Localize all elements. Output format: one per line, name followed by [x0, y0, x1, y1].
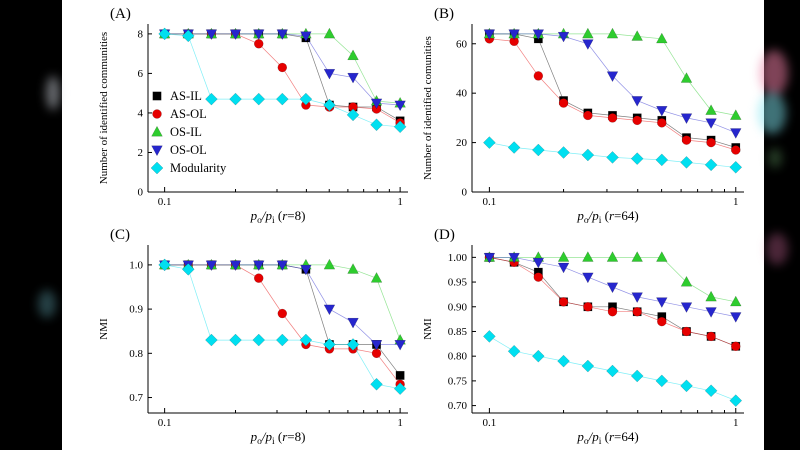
svg-text:4: 4: [138, 107, 144, 119]
svg-text:0.90: 0.90: [448, 301, 468, 313]
compression-artifact: [766, 233, 788, 265]
svg-text:(A): (A): [110, 6, 131, 22]
compression-artifact: [46, 76, 60, 110]
svg-text:NMI: NMI: [422, 318, 434, 340]
svg-text:0.7: 0.7: [129, 392, 143, 404]
svg-text:0.75: 0.75: [448, 375, 468, 387]
svg-text:0.80: 0.80: [448, 351, 468, 363]
svg-text:8: 8: [138, 28, 144, 40]
svg-text:OS-OL: OS-OL: [170, 143, 207, 157]
svg-text:0.1: 0.1: [158, 196, 172, 208]
chart-svg: 0 2 4 6 8 0.1 1 Number of identified communitie…: [98, 6, 408, 226]
svg-text:20: 20: [456, 137, 468, 149]
panel-a-communities-r8: 0 2 4 6 8 0.1 1 Number of identified communitie…: [96, 4, 418, 231]
svg-text:1: 1: [397, 417, 403, 429]
svg-text:0.95: 0.95: [448, 277, 468, 289]
svg-text:1: 1: [733, 196, 739, 208]
svg-text:60: 60: [456, 38, 468, 50]
svg-text:0.1: 0.1: [483, 417, 497, 429]
svg-text:po/pi (r=8): po/pi (r=8): [250, 208, 306, 226]
svg-text:0.1: 0.1: [158, 417, 172, 429]
svg-text:40: 40: [456, 88, 468, 100]
panel-d-nmi-r64: 0.70 0.75 0.80 0.85 0.90 0.95 1.00 0.1 1 NMI po/pi…: [420, 225, 754, 450]
compression-artifact: [768, 148, 782, 168]
svg-text:0.70: 0.70: [448, 400, 468, 412]
compression-artifact: [760, 50, 788, 96]
compression-artifact: [758, 92, 786, 134]
svg-text:Number of identified comunitie: Number of identified comunities: [422, 36, 434, 180]
svg-text:0.8: 0.8: [129, 348, 143, 360]
svg-text:(B): (B): [434, 6, 454, 22]
svg-text:6: 6: [138, 68, 144, 80]
svg-text:po/pi (r=8): po/pi (r=8): [250, 429, 306, 447]
svg-text:Modularity: Modularity: [170, 161, 227, 175]
svg-text:0.85: 0.85: [448, 326, 468, 338]
svg-text:0: 0: [138, 187, 144, 199]
svg-text:AS-IL: AS-IL: [170, 89, 202, 103]
svg-text:2: 2: [138, 147, 144, 159]
svg-text:(C): (C): [110, 227, 130, 243]
svg-text:po/pi (r=64): po/pi (r=64): [576, 208, 638, 226]
svg-text:0.1: 0.1: [483, 196, 497, 208]
panel-c-nmi-r8: 0.7 0.8 0.9 1.0 0.1 1 NMI po/pi (r=8) (C): [96, 225, 418, 450]
svg-text:0: 0: [462, 187, 468, 199]
compression-artifact: [38, 290, 56, 318]
svg-text:Number of identified communiti: Number of identified communities: [98, 32, 110, 184]
svg-text:0.9: 0.9: [129, 304, 143, 316]
svg-text:1.00: 1.00: [448, 252, 468, 264]
figure-canvas: 0 2 4 6 8 0.1 1 Number of identified communitie…: [62, 0, 764, 450]
svg-text:1: 1: [397, 196, 403, 208]
svg-text:AS-OL: AS-OL: [170, 107, 207, 121]
chart-svg: 0 20 40 60 0.1 1 Number of identified comuniti…: [422, 6, 744, 226]
svg-text:1.0: 1.0: [129, 259, 143, 271]
panel-b-communities-r64: 0 20 40 60 0.1 1 Number of identified comuniti…: [420, 4, 754, 231]
svg-text:NMI: NMI: [98, 318, 110, 340]
svg-text:OS-IL: OS-IL: [170, 125, 202, 139]
svg-text:(D): (D): [434, 227, 455, 243]
chart-svg: 0.7 0.8 0.9 1.0 0.1 1 NMI po/pi (r=8) (C): [98, 227, 408, 447]
svg-text:1: 1: [733, 417, 739, 429]
svg-text:po/pi (r=64): po/pi (r=64): [576, 429, 638, 447]
chart-svg: 0.70 0.75 0.80 0.85 0.90 0.95 1.00 0.1 1 NMI po/pi…: [422, 227, 744, 447]
